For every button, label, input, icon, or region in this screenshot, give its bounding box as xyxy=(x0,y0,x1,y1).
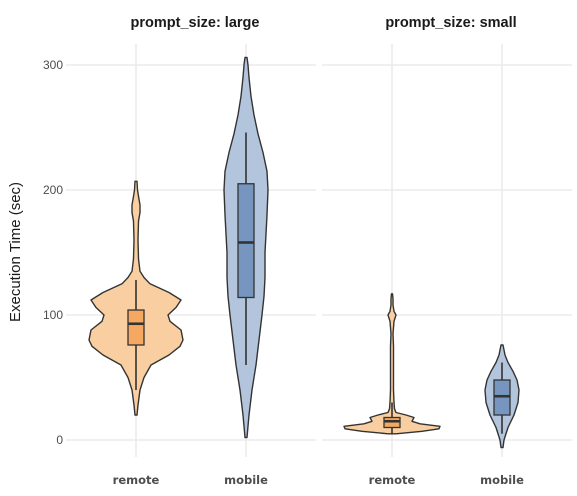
box-mobile xyxy=(237,183,255,299)
box-remote xyxy=(127,309,145,346)
data-layer xyxy=(88,56,520,449)
violin-remote xyxy=(343,293,441,435)
x-tick-label: mobile xyxy=(224,473,268,487)
y-axis-label: Execution Time (sec) xyxy=(7,182,24,322)
y-tick-label: 100 xyxy=(43,308,63,322)
x-tick-label: remote xyxy=(369,473,416,487)
y-tick-label: 300 xyxy=(43,58,63,72)
y-tick-label: 200 xyxy=(43,183,63,197)
y-tick-label: 0 xyxy=(56,433,63,447)
x-tick-label: remote xyxy=(113,473,160,487)
panel-strip-large: prompt_size: large xyxy=(131,15,260,31)
label-layer: Execution Time (sec) prompt_size: large … xyxy=(7,15,524,487)
x-tick-label: mobile xyxy=(480,473,524,487)
panel-strip-small: prompt_size: small xyxy=(385,15,516,31)
